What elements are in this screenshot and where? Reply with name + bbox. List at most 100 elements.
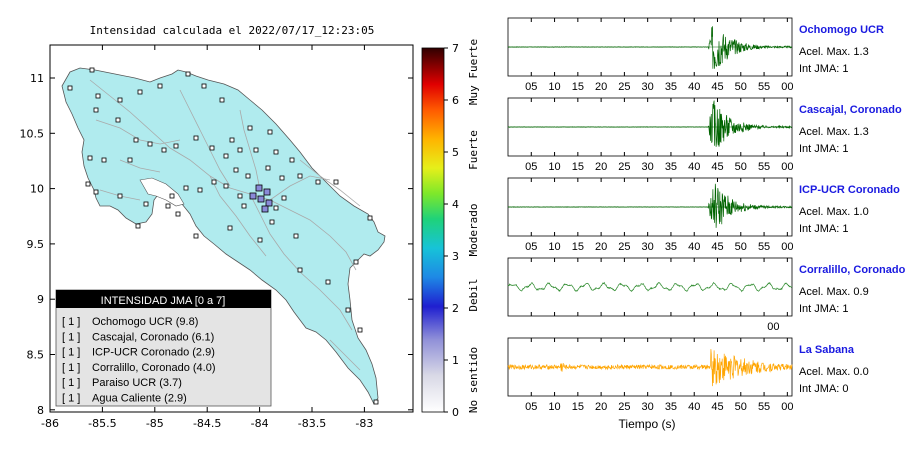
- seismogram-station-name: Corralillo, Coronado: [799, 264, 906, 276]
- time-tick-label: 55: [758, 161, 770, 173]
- time-tick-label: 35: [665, 81, 677, 93]
- legend-level: [ 1 ]: [62, 316, 80, 328]
- station-marker: [133, 137, 139, 143]
- seismogram-panel: 05 10 15 20 25 30 35 40 45 50 55 00 ICP-UCR Coronado…: [507, 177, 900, 253]
- station-marker: [247, 125, 253, 131]
- colorbar-tick-label: 4: [452, 198, 459, 211]
- colorbar-tick-label: 3: [452, 250, 459, 263]
- time-tick-label: 40: [688, 81, 700, 93]
- costa-rica-land: [61, 67, 386, 405]
- station-marker: [229, 137, 235, 143]
- station-marker: [157, 83, 163, 89]
- time-tick-label: 50: [735, 81, 747, 93]
- lat-tick-label: 8.5: [27, 349, 45, 362]
- time-tick-label: 30: [642, 81, 654, 93]
- seismogram-trace: [507, 349, 793, 387]
- seismogram-accel: Acel. Max. 1.3: [799, 46, 869, 58]
- time-tick-label: 10: [548, 401, 560, 413]
- station-marker: [257, 237, 263, 243]
- time-tick-label: 30: [642, 161, 654, 173]
- road-network: [89, 79, 361, 371]
- station-marker: [67, 85, 73, 91]
- time-tick-label: 45: [711, 241, 723, 253]
- lon-tick-label: -85.5: [88, 417, 116, 430]
- time-tick-label: 20: [595, 81, 607, 93]
- station-marker: [197, 187, 203, 193]
- gulf-nicoya: [139, 177, 185, 207]
- station-marker: [193, 233, 199, 239]
- colorbar-tick-label: 7: [452, 42, 459, 55]
- station-marker: [95, 93, 101, 99]
- time-tick-label: 50: [735, 241, 747, 253]
- station-marker: [101, 157, 107, 163]
- legend-station: ICP-UCR Coronado (2.9): [92, 347, 215, 359]
- legend-header: [56, 290, 271, 308]
- station-marker: [117, 193, 123, 199]
- station-marker: [147, 141, 153, 147]
- station-marker: [233, 167, 239, 173]
- time-tick-label: 20: [595, 241, 607, 253]
- station-marker: [325, 279, 331, 285]
- station-marker: [241, 203, 247, 209]
- station-marker: [297, 173, 303, 179]
- seismogram-panel: 05 10 15 20 25 30 35 40 45 50 55 00 Ochomogo UCR Acel…: [507, 17, 884, 93]
- time-tick-label: 15: [572, 401, 584, 413]
- seismogram-panels: 05 10 15 20 25 30 35 40 45 50 55 00 Ochomogo UCR Acel…: [507, 17, 906, 413]
- station-marker: [161, 147, 167, 153]
- time-tick-label: 00: [767, 321, 779, 333]
- time-tick-label: 05: [525, 161, 537, 173]
- legend-station: Paraiso UCR (3.7): [92, 377, 182, 389]
- station-marker: [279, 175, 285, 181]
- time-tick-label: 50: [735, 161, 747, 173]
- station-marker: [267, 129, 273, 135]
- legend-station: Cascajal, Coronado (6.1): [92, 331, 214, 343]
- station-marker: [193, 135, 199, 141]
- seismogram-trace: [508, 26, 793, 69]
- legend-level: [ 1 ]: [62, 362, 80, 374]
- seismogram-accel: Acel. Max. 1.0: [799, 206, 869, 218]
- lon-tick-label: -83.5: [298, 417, 326, 430]
- seismogram-intensity: Int JMA: 1: [799, 223, 849, 235]
- time-axis-label: Tiempo (s): [619, 417, 676, 431]
- lat-tick-label: 11: [30, 72, 44, 85]
- station-marker: [273, 149, 279, 155]
- seismogram-station-name: La Sabana: [799, 344, 855, 356]
- time-tick-label: 55: [758, 401, 770, 413]
- time-tick-label: 25: [618, 161, 630, 173]
- time-tick-label: 35: [665, 401, 677, 413]
- station-marker: [127, 157, 133, 163]
- legend-box: [55, 289, 272, 407]
- lon-tick-label: -84: [251, 417, 269, 430]
- station-marker: [211, 179, 217, 185]
- station-marker: [315, 179, 321, 185]
- station-marker: [289, 157, 295, 163]
- seismogram-intensity: Int JMA: 1: [799, 143, 849, 155]
- station-marker: [367, 215, 373, 221]
- seismogram-panel: 00 Corralillo, Coronado Acel. Max. 0.9 Int …: [507, 257, 906, 333]
- station-markers: [67, 67, 379, 405]
- legend-level: [ 1 ]: [62, 393, 80, 405]
- legend-level: [ 1 ]: [62, 377, 80, 389]
- station-marker: [373, 399, 379, 405]
- station-marker: [93, 189, 99, 195]
- colorbar-tick-label: 2: [452, 302, 459, 315]
- time-tick-label: 00: [781, 81, 793, 93]
- station-marker: [89, 67, 95, 73]
- lon-tick-label: -84.5: [193, 417, 221, 430]
- time-tick-label: 05: [525, 401, 537, 413]
- station-marker: [297, 267, 303, 273]
- time-tick-label: 25: [618, 81, 630, 93]
- station-marker: [85, 181, 91, 187]
- highlight-stations: [249, 184, 273, 213]
- time-tick-label: 30: [642, 401, 654, 413]
- station-marker: [345, 307, 351, 313]
- colorbar-tick-label: 5: [452, 146, 459, 159]
- time-tick-label: 10: [548, 161, 560, 173]
- station-marker: [135, 223, 141, 229]
- station-marker: [227, 225, 233, 231]
- lon-tick-label: -85: [146, 417, 164, 430]
- station-marker: [357, 327, 363, 333]
- lat-tick-label: 9.5: [27, 238, 45, 251]
- seismogram-trace: [507, 100, 793, 147]
